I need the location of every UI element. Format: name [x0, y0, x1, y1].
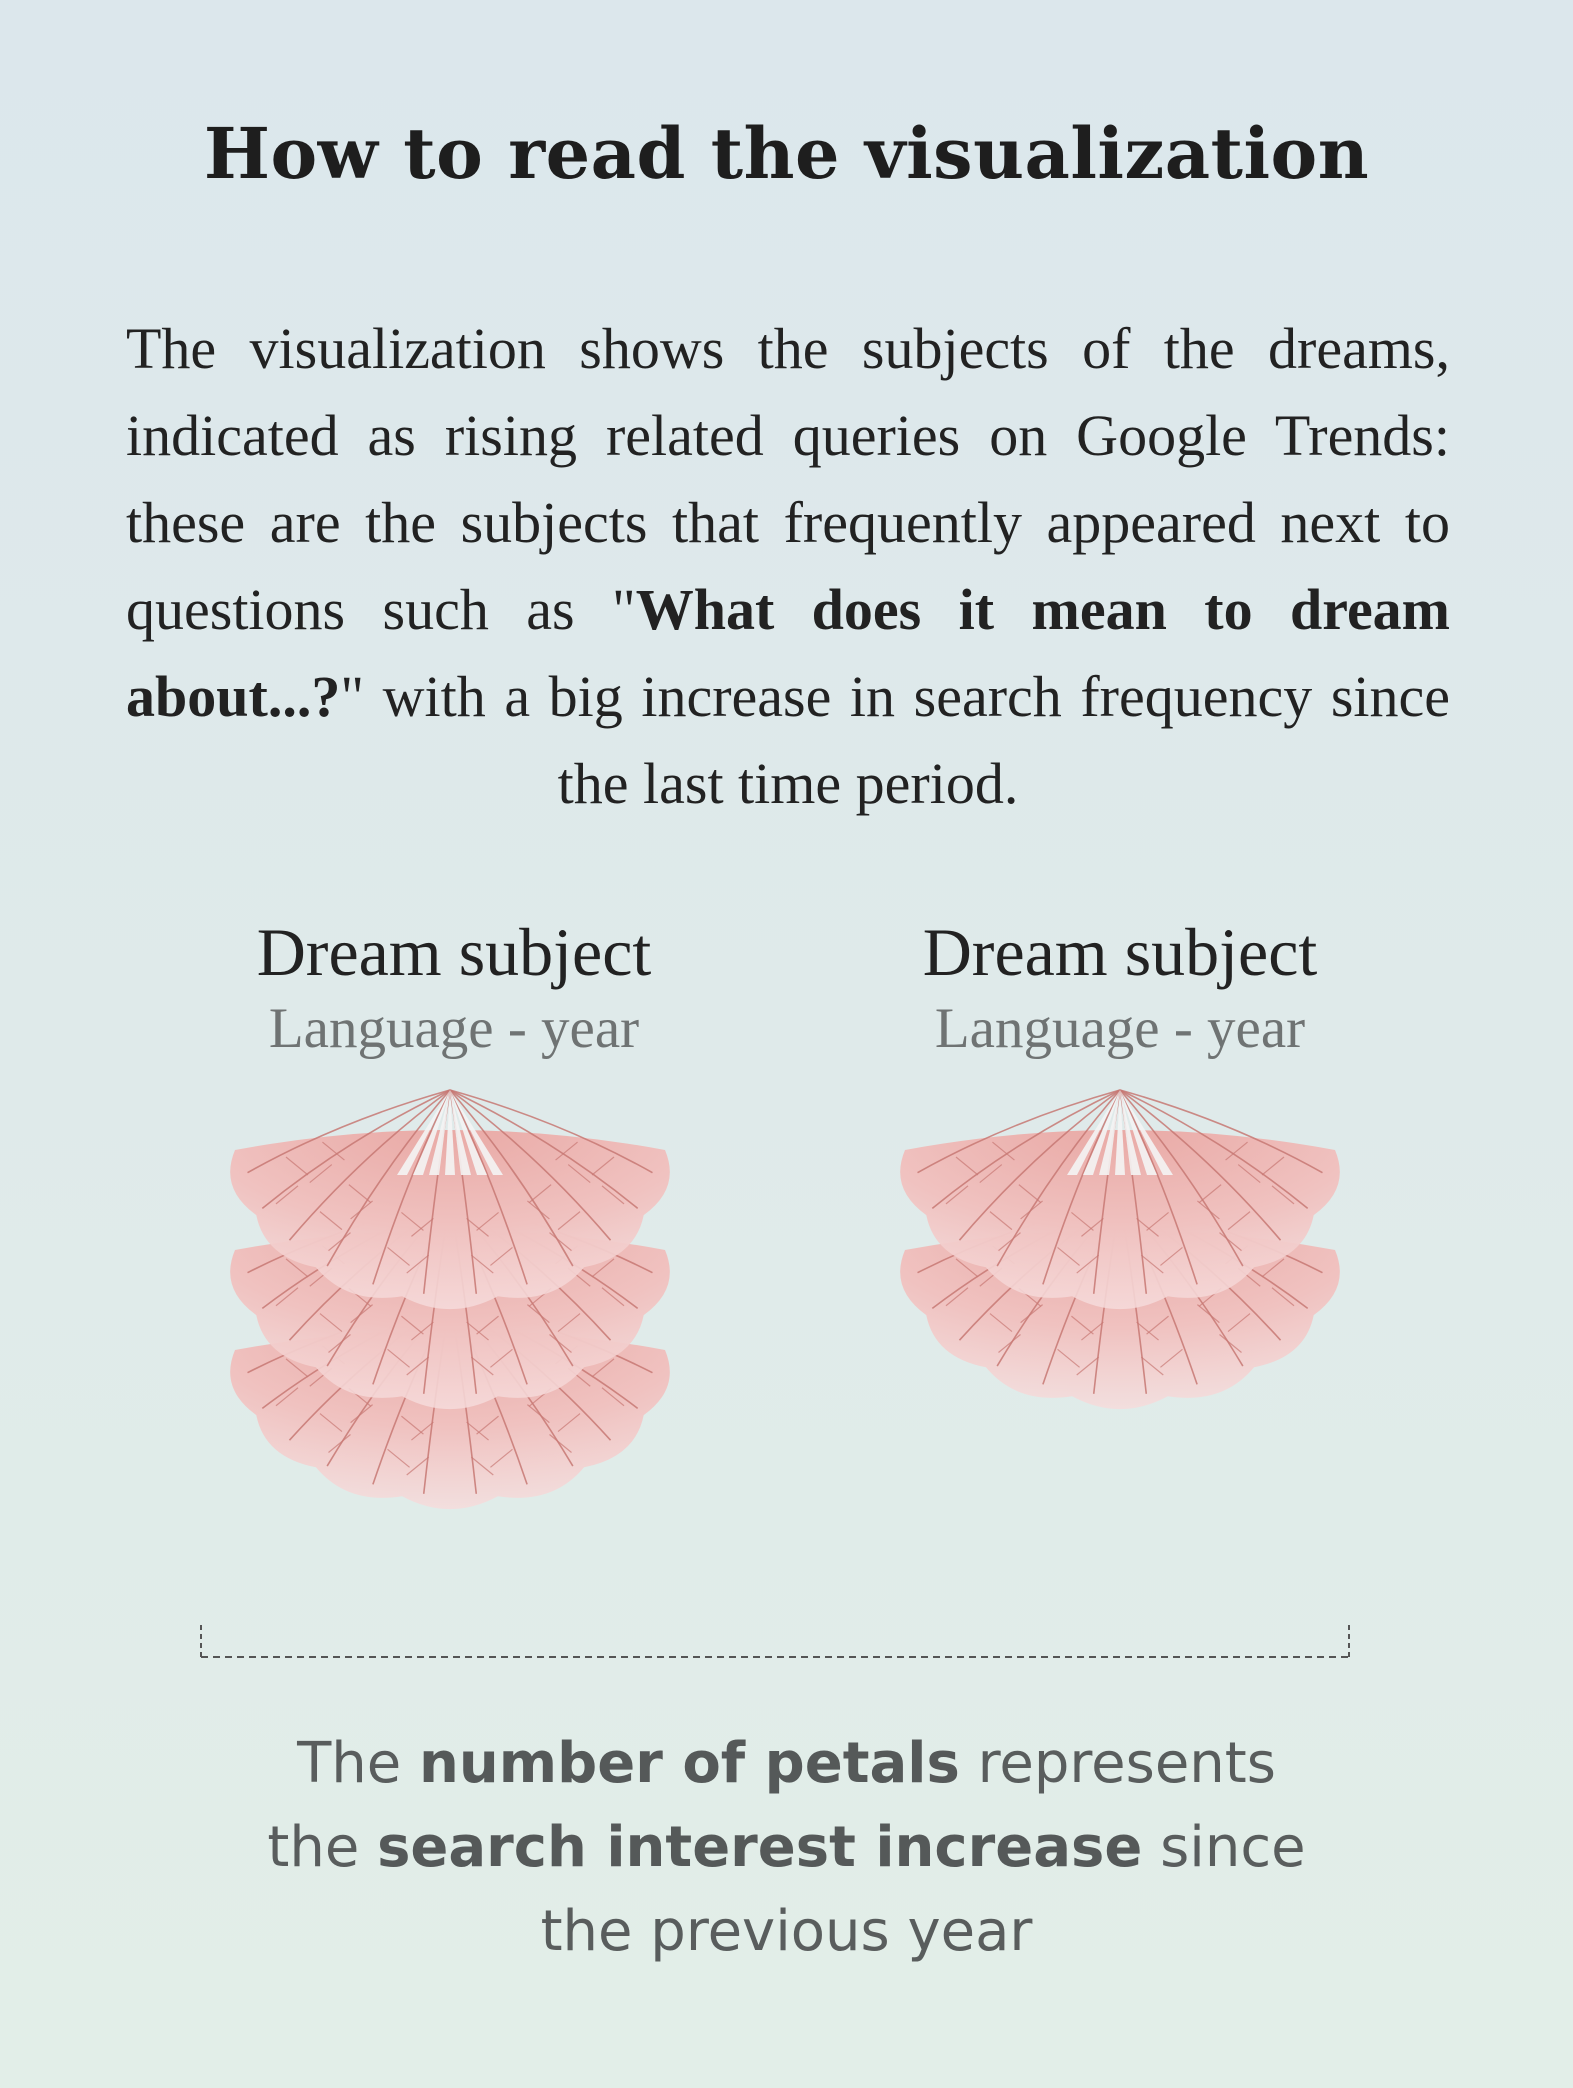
- petal-layer: [900, 1089, 1340, 1310]
- flower-two-layers: [900, 1089, 1340, 1410]
- caption-text: represents: [959, 1731, 1276, 1796]
- caption-text: since: [1142, 1815, 1306, 1880]
- example-right-labels: Dream subject Language - year: [860, 910, 1380, 1064]
- example-left-labels: Dream subject Language - year: [194, 910, 714, 1064]
- intro-text-1: The visualization shows the subjects of …: [126, 316, 1450, 642]
- language-year-label: Language - year: [268, 997, 640, 1060]
- flower-three-layers: [230, 1089, 670, 1510]
- caption-bold-petals: number of petals: [419, 1731, 960, 1796]
- legend-caption: The number of petals represents the searc…: [0, 1722, 1573, 1974]
- language-year-label: Language - year: [934, 997, 1306, 1060]
- caption-text: the previous year: [540, 1899, 1033, 1964]
- intro-paragraph: The visualization shows the subjects of …: [126, 305, 1450, 827]
- petal-layer: [230, 1089, 670, 1310]
- dream-subject-label: Dream subject: [922, 914, 1318, 990]
- caption-text: The: [297, 1731, 420, 1796]
- caption-bold-interest: search interest increase: [377, 1815, 1143, 1880]
- dream-subject-label: Dream subject: [256, 914, 652, 990]
- intro-question: What does it mean to dream about...?: [126, 577, 1450, 729]
- caption-text: the: [267, 1815, 378, 1880]
- dashed-scale-line: [200, 1625, 1350, 1658]
- page-title: How to read the visualization: [203, 112, 1370, 195]
- intro-text-2: " with a big increase in search frequenc…: [340, 664, 1450, 816]
